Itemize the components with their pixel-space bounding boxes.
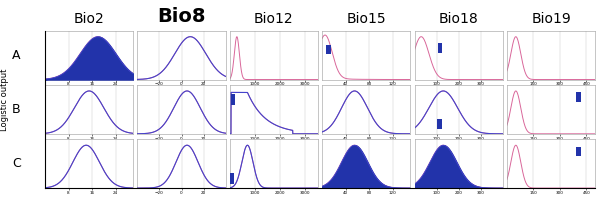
Bar xyxy=(230,174,234,184)
Text: C: C xyxy=(12,157,20,170)
Bar xyxy=(437,43,442,53)
Bar xyxy=(437,119,442,129)
Text: Bio2: Bio2 xyxy=(74,13,104,26)
Text: Bio19: Bio19 xyxy=(531,13,571,26)
Text: Bio18: Bio18 xyxy=(439,13,479,26)
Text: Bio8: Bio8 xyxy=(157,8,206,26)
Bar xyxy=(326,45,331,54)
Bar xyxy=(230,94,235,105)
Text: Bio12: Bio12 xyxy=(254,13,294,26)
Text: A: A xyxy=(12,49,20,62)
Bar xyxy=(576,92,581,102)
Text: B: B xyxy=(12,103,20,116)
Bar xyxy=(576,147,581,156)
Text: Logistic output: Logistic output xyxy=(0,68,10,131)
Text: Bio15: Bio15 xyxy=(346,13,386,26)
